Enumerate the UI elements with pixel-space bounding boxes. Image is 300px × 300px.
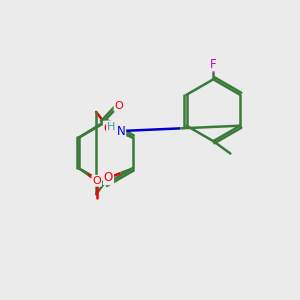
Text: N: N	[116, 124, 125, 137]
Text: O: O	[114, 101, 123, 111]
Text: O: O	[104, 122, 113, 135]
Text: F: F	[210, 58, 217, 70]
Text: O: O	[104, 171, 113, 184]
Text: O: O	[92, 176, 101, 186]
Text: H: H	[107, 122, 115, 132]
